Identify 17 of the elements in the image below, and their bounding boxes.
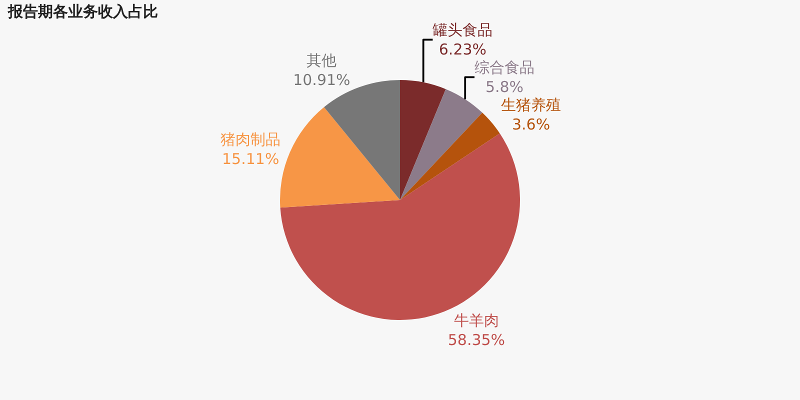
data-label: 58.35% bbox=[448, 331, 506, 350]
data-label: 5.8% bbox=[485, 78, 524, 96]
data-label: 10.91% bbox=[293, 71, 350, 90]
pie-slice bbox=[400, 89, 482, 200]
text: 报告期各业务收入占比 bbox=[7, 2, 158, 20]
slice-label: 其他 bbox=[306, 52, 337, 70]
data-label: 6.23% bbox=[438, 40, 487, 58]
slice-label: 牛羊肉 bbox=[454, 312, 499, 330]
pie-slice bbox=[280, 107, 400, 208]
slice-label: 生猪养殖 bbox=[501, 96, 562, 114]
slice-label: 罐头食品 bbox=[432, 20, 493, 39]
data-label: 15.11% bbox=[222, 150, 280, 168]
pie-slice bbox=[400, 80, 446, 200]
slice-label: 猪肉制品 bbox=[220, 130, 281, 148]
data-label: 3.6% bbox=[512, 115, 550, 134]
pie-slice bbox=[400, 112, 500, 200]
slice-label: 综合食品 bbox=[474, 58, 534, 76]
